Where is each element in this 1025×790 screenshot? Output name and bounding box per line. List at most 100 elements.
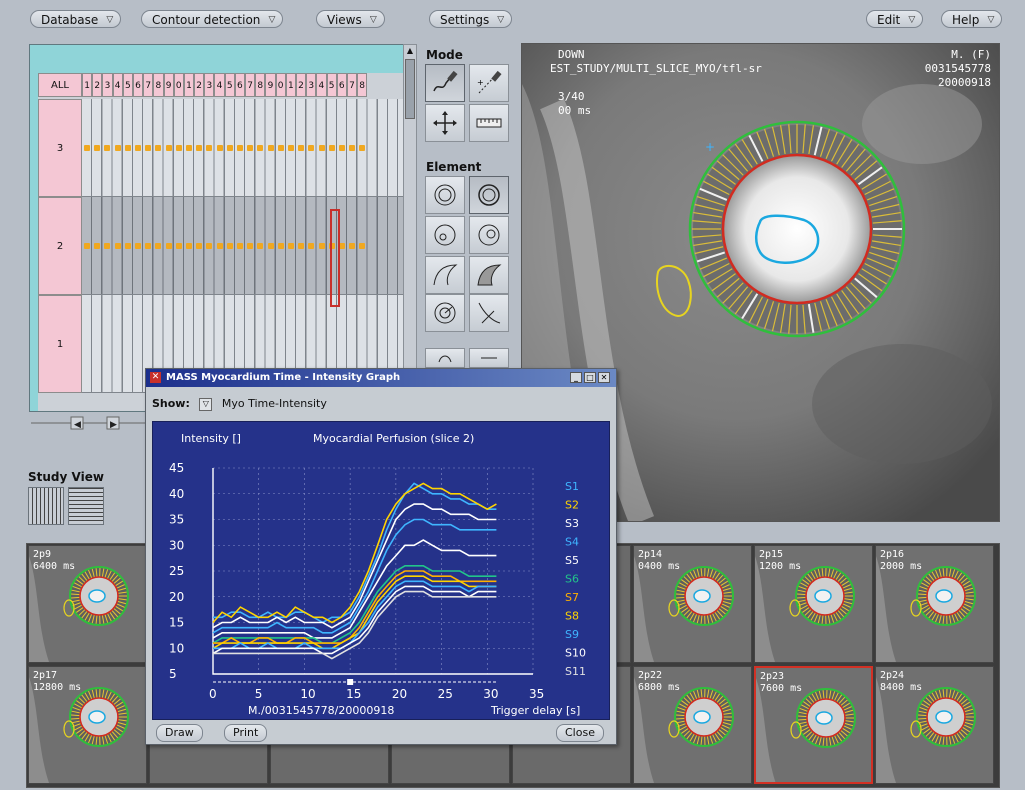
phase-column-26[interactable]: 6 xyxy=(336,73,347,97)
phase-column-5[interactable]: 5 xyxy=(122,73,133,97)
slice-label[interactable]: 1 xyxy=(38,295,82,393)
phase-column-16[interactable]: 6 xyxy=(234,73,245,97)
edit-menu[interactable]: Edit ▽ xyxy=(866,10,924,28)
thumbnail-phase: 2p17 xyxy=(33,670,58,681)
thumbnail[interactable]: 2p22 6800 ms xyxy=(633,666,752,784)
views-menu[interactable]: Views ▽ xyxy=(316,10,385,28)
phase-column-1[interactable]: 1 xyxy=(82,73,93,97)
edit-points-tool[interactable]: + xyxy=(469,64,509,102)
phase-column-24[interactable]: 4 xyxy=(316,73,327,97)
slice-label[interactable]: 3 xyxy=(38,99,82,197)
papillary-tool[interactable] xyxy=(425,216,465,254)
phase-column-13[interactable]: 3 xyxy=(204,73,215,97)
phase-column-8[interactable]: 8 xyxy=(153,73,164,97)
phase-column-11[interactable]: 1 xyxy=(183,73,195,97)
phase-column-9[interactable]: 9 xyxy=(163,73,174,97)
maximize-button[interactable]: □ xyxy=(584,372,596,383)
database-menu[interactable]: Database ▽ xyxy=(30,10,122,28)
time-slider-handle[interactable] xyxy=(347,679,354,685)
phase-column-6[interactable]: 6 xyxy=(132,73,144,97)
print-button[interactable]: Print xyxy=(224,724,268,742)
phase-column-21[interactable]: 1 xyxy=(285,73,296,97)
draw-button[interactable]: Draw xyxy=(156,724,203,742)
chevron-down-icon: ▽ xyxy=(268,15,276,25)
y-axis-label: Intensity [] xyxy=(181,432,241,445)
phase-column-7[interactable]: 7 xyxy=(143,73,154,97)
thumbnail-time: 12800 ms xyxy=(33,682,82,693)
intersection-tool[interactable] xyxy=(469,294,509,332)
phase-column-17[interactable]: 7 xyxy=(245,73,256,97)
series-line-s3 xyxy=(212,503,497,629)
phase-column-28[interactable]: 8 xyxy=(357,73,368,97)
scrollbar-thumb[interactable] xyxy=(405,59,415,119)
thumbnail[interactable]: 2p24 8400 ms xyxy=(875,666,994,784)
graph-window-titlebar[interactable]: ✕ MASS Myocardium Time - Intensity Graph… xyxy=(146,369,616,387)
measure-tool[interactable] xyxy=(469,104,509,142)
contour-marker xyxy=(328,145,335,151)
close-window-button[interactable]: ✕ xyxy=(598,372,610,383)
epicardium-tool[interactable] xyxy=(425,176,465,214)
contour-marker xyxy=(267,145,274,151)
mode-title: Mode xyxy=(426,48,463,62)
image-study-date: 20000918 xyxy=(938,76,991,89)
contour-marker xyxy=(247,145,254,151)
close-button[interactable]: Close xyxy=(556,724,604,742)
rv-insertion-tool[interactable] xyxy=(425,256,465,294)
slice-row-3[interactable]: 3 xyxy=(38,99,403,197)
trabecular-tool[interactable] xyxy=(469,216,509,254)
minimize-button[interactable]: _ xyxy=(570,372,582,383)
contour-detection-menu[interactable]: Contour detection ▽ xyxy=(141,10,284,28)
thumbnail[interactable]: 2p16 2000 ms xyxy=(875,545,994,663)
reference-point-tool[interactable] xyxy=(425,294,465,332)
contour-marker xyxy=(318,243,325,249)
move-tool[interactable] xyxy=(425,104,465,142)
phase-column-23[interactable]: 3 xyxy=(306,73,317,97)
phase-column-4[interactable]: 4 xyxy=(112,73,123,97)
thumbnail-phase: 2p9 xyxy=(33,549,52,560)
slice-label[interactable]: 2 xyxy=(38,197,82,295)
grid-horizontal-scrollbar[interactable]: ◀ ▶ xyxy=(29,416,149,430)
time-intensity-chart: Intensity [] Myocardial Perfusion (slice … xyxy=(152,421,610,720)
legend-s10: S10 xyxy=(565,647,586,660)
slice-row-2[interactable]: 2 xyxy=(38,197,403,295)
study-view-list-button[interactable] xyxy=(68,487,104,525)
endocardium-tool[interactable] xyxy=(469,176,509,214)
phase-column-27[interactable]: 7 xyxy=(346,73,358,97)
phase-column-10[interactable]: 0 xyxy=(173,73,184,97)
grid-vertical-scrollbar[interactable]: ▲ xyxy=(403,44,417,410)
thumbnail[interactable]: 2p15 1200 ms xyxy=(754,545,873,663)
extra-tool-1[interactable] xyxy=(425,348,465,368)
select-all-button[interactable]: ALL xyxy=(38,73,82,97)
slice-cells[interactable] xyxy=(82,99,403,197)
thumbnail[interactable]: 2p14 0400 ms xyxy=(633,545,752,663)
show-dropdown-button[interactable]: ▽ xyxy=(199,397,213,411)
thumbnail-time: 2000 ms xyxy=(880,561,923,572)
study-view-title: Study View xyxy=(28,470,104,484)
phase-column-3[interactable]: 3 xyxy=(102,73,113,97)
thumbnail-time: 8400 ms xyxy=(880,682,923,693)
help-menu[interactable]: Help ▽ xyxy=(941,10,1003,28)
thumbnail[interactable]: 2p23 7600 ms xyxy=(754,666,873,784)
phase-column-22[interactable]: 2 xyxy=(295,73,307,97)
phase-column-19[interactable]: 9 xyxy=(265,73,276,97)
phase-column-12[interactable]: 2 xyxy=(194,73,205,97)
phase-column-2[interactable]: 2 xyxy=(92,73,103,97)
thumbnail[interactable]: 2p17 12800 ms xyxy=(28,666,147,784)
settings-menu[interactable]: Settings ▽ xyxy=(429,10,513,28)
image-patient-id: 0031545778 xyxy=(924,62,991,75)
thumbnail-label: 2p17 12800 ms xyxy=(33,670,81,694)
extra-tool-2[interactable] xyxy=(469,348,509,368)
draw-contour-tool[interactable] xyxy=(425,64,465,102)
study-view-grid-button[interactable] xyxy=(28,487,64,525)
phase-column-15[interactable]: 5 xyxy=(224,73,235,97)
rv-contour-tool[interactable] xyxy=(469,256,509,294)
phase-column-14[interactable]: 4 xyxy=(214,73,225,97)
phase-column-25[interactable]: 5 xyxy=(326,73,337,97)
slice-cells[interactable] xyxy=(82,197,403,295)
offset-circle-icon xyxy=(478,224,500,246)
series-line-s8 xyxy=(212,575,497,650)
scroll-up-icon[interactable]: ▲ xyxy=(406,46,414,55)
thumbnail[interactable]: 2p9 6400 ms xyxy=(28,545,147,663)
phase-column-18[interactable]: 8 xyxy=(255,73,266,97)
phase-column-20[interactable]: 0 xyxy=(275,73,286,97)
